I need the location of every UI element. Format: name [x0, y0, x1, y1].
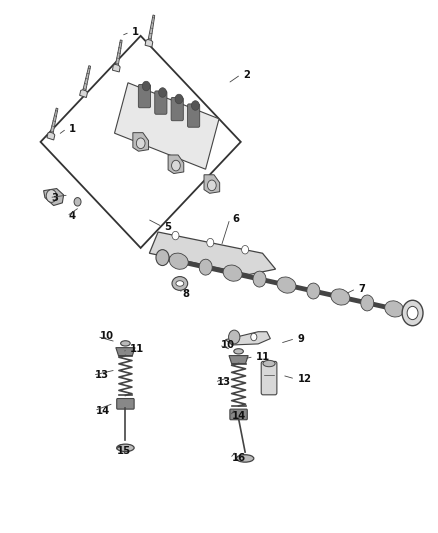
Ellipse shape [277, 277, 296, 293]
Polygon shape [229, 356, 248, 364]
Polygon shape [148, 15, 155, 42]
Polygon shape [149, 232, 276, 274]
Text: 4: 4 [69, 211, 76, 221]
Polygon shape [204, 175, 220, 193]
FancyBboxPatch shape [187, 104, 200, 127]
Text: 6: 6 [232, 214, 239, 224]
Polygon shape [145, 39, 153, 47]
Ellipse shape [169, 253, 188, 269]
Polygon shape [133, 133, 148, 151]
Circle shape [251, 333, 257, 341]
Circle shape [159, 88, 166, 98]
Text: 14: 14 [232, 411, 246, 421]
Text: 13: 13 [217, 377, 231, 387]
Polygon shape [226, 332, 270, 345]
Ellipse shape [331, 289, 350, 305]
Text: 13: 13 [95, 370, 109, 380]
Polygon shape [44, 189, 64, 206]
Text: 8: 8 [182, 289, 189, 299]
Text: 10: 10 [221, 340, 235, 350]
Ellipse shape [361, 295, 374, 311]
Circle shape [191, 101, 199, 110]
Text: 7: 7 [358, 284, 365, 294]
Text: 3: 3 [51, 192, 58, 203]
FancyBboxPatch shape [261, 361, 277, 395]
Text: 10: 10 [99, 332, 113, 342]
Ellipse shape [120, 341, 130, 346]
Text: 5: 5 [165, 222, 172, 232]
Text: 2: 2 [243, 70, 250, 79]
Circle shape [175, 94, 183, 104]
Polygon shape [116, 348, 135, 356]
Text: 16: 16 [232, 454, 246, 463]
Polygon shape [113, 64, 120, 72]
Ellipse shape [402, 300, 423, 326]
Circle shape [242, 246, 249, 254]
Polygon shape [114, 83, 219, 169]
Polygon shape [50, 108, 58, 134]
Circle shape [172, 231, 179, 240]
Text: 11: 11 [130, 344, 144, 354]
Polygon shape [83, 66, 91, 92]
Ellipse shape [237, 455, 254, 462]
Ellipse shape [156, 249, 169, 265]
Circle shape [74, 198, 81, 206]
Ellipse shape [176, 281, 184, 286]
Circle shape [142, 81, 150, 91]
Circle shape [207, 238, 214, 247]
Polygon shape [80, 90, 88, 98]
Ellipse shape [407, 306, 418, 320]
FancyBboxPatch shape [117, 399, 134, 409]
Circle shape [172, 160, 180, 171]
Text: 14: 14 [96, 406, 110, 416]
Text: 9: 9 [297, 334, 304, 344]
Ellipse shape [223, 265, 242, 281]
Circle shape [46, 190, 57, 203]
Polygon shape [47, 132, 55, 140]
Polygon shape [168, 155, 184, 174]
FancyBboxPatch shape [230, 409, 247, 419]
Text: 1: 1 [69, 124, 76, 134]
Text: 15: 15 [117, 446, 131, 456]
Ellipse shape [234, 349, 244, 354]
Circle shape [208, 180, 216, 191]
Ellipse shape [172, 277, 187, 290]
Ellipse shape [253, 271, 266, 287]
FancyBboxPatch shape [138, 84, 151, 108]
Ellipse shape [385, 301, 404, 317]
Text: 1: 1 [132, 27, 139, 37]
Polygon shape [115, 40, 122, 67]
Ellipse shape [199, 259, 212, 275]
Ellipse shape [117, 444, 134, 451]
FancyBboxPatch shape [171, 98, 184, 121]
Ellipse shape [307, 283, 320, 299]
Text: 12: 12 [297, 374, 311, 384]
Circle shape [136, 138, 145, 149]
Ellipse shape [263, 360, 275, 367]
Text: 11: 11 [256, 352, 270, 361]
FancyBboxPatch shape [155, 91, 167, 114]
Circle shape [229, 330, 240, 344]
